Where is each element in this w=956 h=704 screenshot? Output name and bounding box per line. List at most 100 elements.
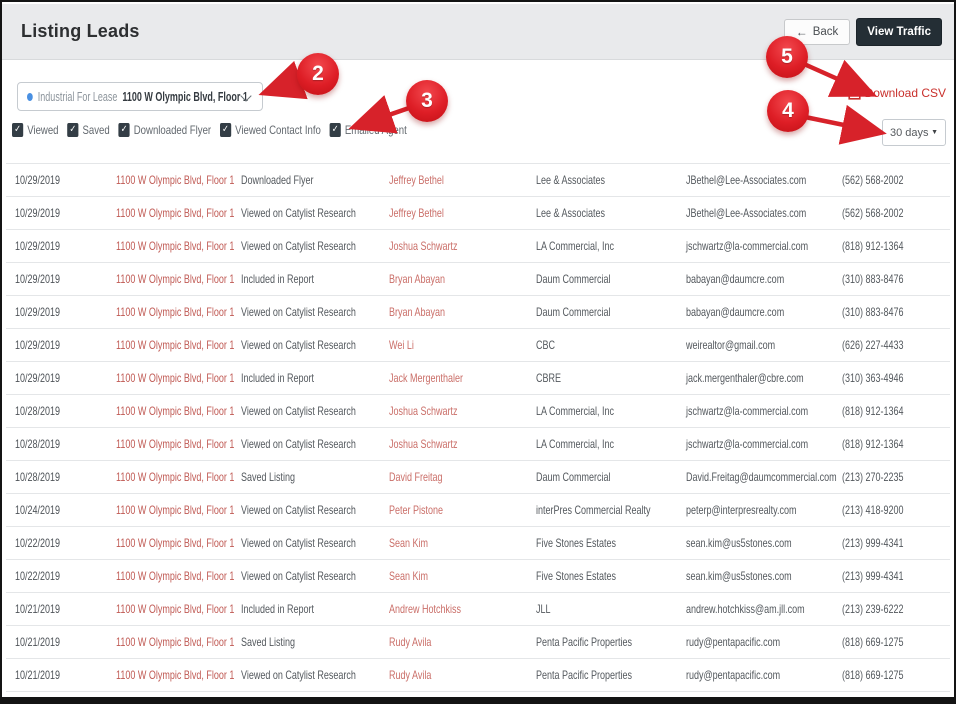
lead-contact-link[interactable]: Peter Pistone [389,503,444,517]
lead-action: Viewed on Catylist Research [241,437,356,451]
lead-listing-link[interactable]: 1100 W Olympic Blvd, Floor 1 [116,305,235,319]
lead-contact-link[interactable]: Jack Mergenthaler [389,371,464,385]
caret-down-icon: ▼ [931,129,938,136]
lead-listing-link[interactable]: 1100 W Olympic Blvd, Floor 1 [116,338,235,352]
table-row: 10/28/2019 1100 W Olympic Blvd, Floor 1 … [6,395,950,428]
checkbox-label: Emailed Agent [344,123,407,137]
lead-action: Viewed on Catylist Research [241,569,356,583]
lead-email: sean.kim@us5stones.com [686,569,792,583]
lead-date: 10/22/2019 [15,536,61,550]
date-range-select[interactable]: 30 days ▼ [882,119,946,146]
lead-contact-link[interactable]: Sean Kim [389,536,429,550]
lead-date: 10/29/2019 [15,206,61,220]
lead-phone: (818) 912-1364 [842,404,904,418]
back-arrow-icon: ← [795,24,808,39]
lead-company: Lee & Associates [536,206,606,220]
lead-email: babayan@daumcre.com [686,305,785,319]
table-row: 10/29/2019 1100 W Olympic Blvd, Floor 1 … [6,329,950,362]
lead-listing-link[interactable]: 1100 W Olympic Blvd, Floor 1 [116,635,235,649]
lead-listing-link[interactable]: 1100 W Olympic Blvd, Floor 1 [116,404,235,418]
table-row: 10/29/2019 1100 W Olympic Blvd, Floor 1 … [6,263,950,296]
lead-contact-link[interactable]: Bryan Abayan [389,272,446,286]
lead-email: rudy@pentapacific.com [686,635,781,649]
table-row: 10/29/2019 1100 W Olympic Blvd, Floor 1 … [6,296,950,329]
lead-phone: (213) 270-2235 [842,470,904,484]
lead-date: 10/21/2019 [15,668,61,682]
back-button[interactable]: ← Back [783,18,851,45]
lead-listing-link[interactable]: 1100 W Olympic Blvd, Floor 1 [116,371,235,385]
lead-company: Lee & Associates [536,173,606,187]
filter-checkbox[interactable]: ✓ Viewed Contact Info [219,123,321,137]
page-title: Listing Leads [21,21,140,41]
lead-phone: (213) 418-9200 [842,503,904,517]
lead-listing-link[interactable]: 1100 W Olympic Blvd, Floor 1 [116,272,235,286]
lead-company: Penta Pacific Properties [536,668,633,682]
table-row: 10/29/2019 1100 W Olympic Blvd, Floor 1 … [6,164,950,197]
filter-checkbox[interactable]: ✓ Emailed Agent [329,123,407,137]
lead-listing-link[interactable]: 1100 W Olympic Blvd, Floor 1 [116,173,235,187]
lead-listing-link[interactable]: 1100 W Olympic Blvd, Floor 1 [116,239,235,253]
lead-action: Viewed on Catylist Research [241,668,356,682]
lead-phone: (213) 999-4341 [842,536,904,550]
view-traffic-label: View Traffic [867,25,931,38]
lead-contact-link[interactable]: Rudy Avila [389,635,432,649]
lead-contact-link[interactable]: Andrew Hotchkiss [389,602,462,616]
lead-phone: (310) 883-8476 [842,272,904,286]
lead-action: Included in Report [241,602,315,616]
lead-contact-link[interactable]: Bryan Abayan [389,305,446,319]
page-header: Listing Leads ← Back View Traffic [2,4,954,60]
lead-contact-link[interactable]: Wei Li [389,338,414,352]
lead-contact-link[interactable]: Sean Kim [389,569,429,583]
lead-contact-link[interactable]: Rudy Avila [389,668,432,682]
lead-action: Downloaded Flyer [241,173,314,187]
lead-listing-link[interactable]: 1100 W Olympic Blvd, Floor 1 [116,536,235,550]
lead-phone: (213) 239-6222 [842,602,904,616]
date-range-value: 30 days [890,126,929,139]
lead-company: CBC [536,338,556,352]
lead-listing-link[interactable]: 1100 W Olympic Blvd, Floor 1 [116,503,235,517]
lead-contact-link[interactable]: Joshua Schwartz [389,437,458,451]
header-buttons: ← Back View Traffic [783,17,942,46]
lead-listing-link[interactable]: 1100 W Olympic Blvd, Floor 1 [116,569,235,583]
lead-date: 10/28/2019 [15,437,61,451]
lead-action: Viewed on Catylist Research [241,338,356,352]
lead-date: 10/29/2019 [15,371,61,385]
listing-dropdown[interactable]: Industrial For Lease 1100 W Olympic Blvd… [17,82,263,111]
lead-listing-link[interactable]: 1100 W Olympic Blvd, Floor 1 [116,437,235,451]
lead-phone: (626) 227-4433 [842,338,904,352]
lead-company: JLL [536,602,551,616]
filter-checkbox[interactable]: ✓ Downloaded Flyer [118,123,211,137]
lead-listing-link[interactable]: 1100 W Olympic Blvd, Floor 1 [116,602,235,616]
lead-listing-link[interactable]: 1100 W Olympic Blvd, Floor 1 [116,206,235,220]
lead-action: Viewed on Catylist Research [241,536,356,550]
lead-contact-link[interactable]: David Freitag [389,470,443,484]
checkbox-label: Viewed Contact Info [235,123,321,137]
filter-checkbox[interactable]: ✓ Saved [67,123,110,137]
lead-date: 10/21/2019 [15,602,61,616]
lead-company: Daum Commercial [536,305,611,319]
lead-contact-link[interactable]: Joshua Schwartz [389,404,458,418]
lead-contact-link[interactable]: Joshua Schwartz [389,239,458,253]
lead-listing-link[interactable]: 1100 W Olympic Blvd, Floor 1 [116,470,235,484]
lead-action: Included in Report [241,371,315,385]
lead-company: Daum Commercial [536,470,611,484]
checkbox-label: Saved [82,123,110,137]
lead-listing-link[interactable]: 1100 W Olympic Blvd, Floor 1 [116,668,235,682]
filter-checkbox[interactable]: ✓ Viewed [12,123,59,137]
lead-date: 10/28/2019 [15,404,61,418]
lead-email: weirealtor@gmail.com [686,338,776,352]
lead-email: JBethel@Lee-Associates.com [686,206,807,220]
listing-type-label: Industrial For Lease [37,89,118,104]
view-traffic-button[interactable]: View Traffic [856,17,942,46]
lead-date: 10/29/2019 [15,305,61,319]
lead-phone: (562) 568-2002 [842,206,904,220]
lead-contact-link[interactable]: Jeffrey Bethel [389,173,444,187]
checkbox-check-icon: ✓ [118,123,130,137]
table-row: 10/29/2019 1100 W Olympic Blvd, Floor 1 … [6,197,950,230]
lead-email: jschwartz@la-commercial.com [686,239,809,253]
lead-contact-link[interactable]: Jeffrey Bethel [389,206,444,220]
lead-phone: (818) 912-1364 [842,239,904,253]
leads-table: 10/29/2019 1100 W Olympic Blvd, Floor 1 … [6,163,950,692]
lead-email: jschwartz@la-commercial.com [686,437,809,451]
download-csv-link[interactable]: Download CSV [848,86,946,100]
